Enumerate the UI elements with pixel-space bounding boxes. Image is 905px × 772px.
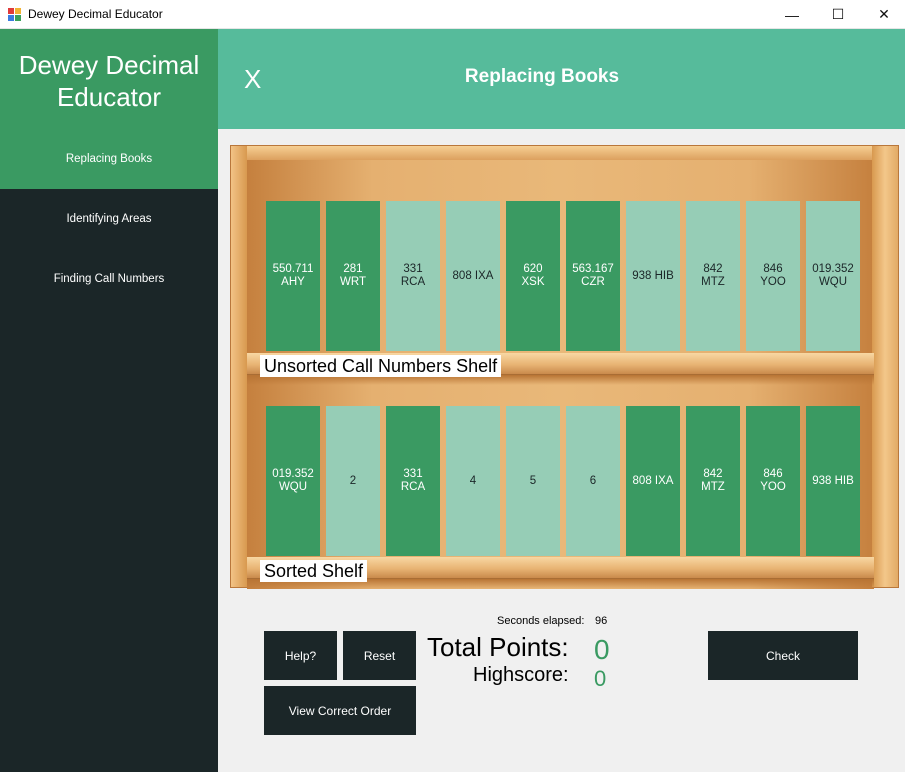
- unsorted-book[interactable]: 938 HIB: [626, 201, 680, 351]
- sorted-book[interactable]: 019.352 WQU: [266, 406, 320, 556]
- unsorted-book[interactable]: 808 IXA: [446, 201, 500, 351]
- shelf-frame-top: [231, 146, 898, 160]
- highscore-label: Highscore:: [473, 664, 569, 686]
- unsorted-book[interactable]: 331 RCA: [386, 201, 440, 351]
- brand-line-2: Educator: [56, 82, 162, 112]
- page-header: X Replacing Books: [218, 29, 905, 129]
- reset-button[interactable]: Reset: [343, 631, 416, 680]
- sorted-book[interactable]: 842 MTZ: [686, 406, 740, 556]
- sorted-book[interactable]: 808 IXA: [626, 406, 680, 556]
- shelf-plank-shadow: [247, 375, 874, 385]
- minimize-button[interactable]: —: [769, 0, 815, 29]
- shelf-plank-shadow: [247, 579, 874, 589]
- sorted-shelf-label: Sorted Shelf: [260, 560, 368, 582]
- check-button[interactable]: Check: [708, 631, 858, 680]
- maximize-button[interactable]: ☐: [815, 0, 861, 29]
- unsorted-book[interactable]: 620 XSK: [506, 201, 560, 351]
- view-correct-order-button[interactable]: View Correct Order: [264, 686, 416, 735]
- shelf-plank-lower: [247, 557, 874, 579]
- sorted-book[interactable]: 938 HIB: [806, 406, 860, 556]
- close-page-button[interactable]: X: [244, 64, 262, 94]
- unsorted-shelf-label: Unsorted Call Numbers Shelf: [260, 355, 502, 377]
- seconds-elapsed-value: 96: [595, 615, 608, 627]
- unsorted-book[interactable]: 019.352 WQU: [806, 201, 860, 351]
- sorted-book[interactable]: 846 YOO: [746, 406, 800, 556]
- sidebar-item-label: Finding Call Numbers: [53, 273, 165, 285]
- sidebar-item-label: Replacing Books: [65, 153, 153, 165]
- sidebar-item-finding-call-numbers[interactable]: Finding Call Numbers: [0, 249, 218, 309]
- unsorted-book[interactable]: 846 YOO: [746, 201, 800, 351]
- total-points-value: 0: [594, 634, 610, 665]
- maximize-icon: ☐: [831, 6, 845, 22]
- highscore-value: 0: [594, 666, 607, 691]
- window-title: Dewey Decimal Educator: [28, 7, 163, 21]
- total-points-label: Total Points:: [427, 632, 569, 662]
- sorted-book[interactable]: 4: [446, 406, 500, 556]
- brand-title: Dewey Decimal Educator: [0, 29, 218, 129]
- app-icon: [8, 8, 21, 21]
- page-title: Replacing Books: [464, 66, 620, 87]
- shelf-frame-right: [872, 146, 898, 587]
- sidebar-item-identifying-areas[interactable]: Identifying Areas: [0, 189, 218, 249]
- sorted-book[interactable]: 5: [506, 406, 560, 556]
- close-window-button[interactable]: ✕: [861, 0, 905, 29]
- sorted-book[interactable]: 331 RCA: [386, 406, 440, 556]
- sidebar-item-replacing-books[interactable]: Replacing Books: [0, 129, 218, 189]
- sidebar-item-label: Identifying Areas: [66, 213, 152, 225]
- help-button[interactable]: Help?: [264, 631, 337, 680]
- close-icon: ✕: [878, 6, 890, 22]
- seconds-elapsed-label: Seconds elapsed:: [497, 615, 585, 627]
- sidebar: Dewey Decimal Educator Replacing Books I…: [0, 29, 218, 772]
- minimize-icon: —: [785, 6, 799, 23]
- sorted-book[interactable]: 6: [566, 406, 620, 556]
- bookshelf: 550.711 AHY 281 WRT 331 RCA 808 IXA 620 …: [230, 145, 899, 589]
- window-titlebar: Dewey Decimal Educator — ☐ ✕: [0, 0, 905, 29]
- unsorted-book[interactable]: 842 MTZ: [686, 201, 740, 351]
- sorted-book[interactable]: 2: [326, 406, 380, 556]
- unsorted-book[interactable]: 281 WRT: [326, 201, 380, 351]
- shelf-frame-left: [231, 146, 247, 587]
- unsorted-book[interactable]: 563.167 CZR: [566, 201, 620, 351]
- brand-line-1: Dewey Decimal: [18, 50, 200, 80]
- unsorted-book[interactable]: 550.711 AHY: [266, 201, 320, 351]
